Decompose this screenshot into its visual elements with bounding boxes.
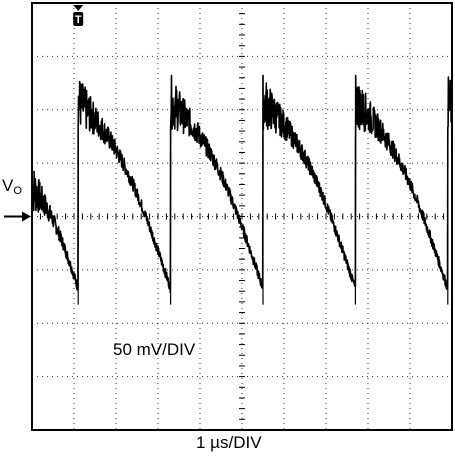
plot-frame	[31, 2, 453, 431]
vo-trace	[31, 74, 453, 294]
trigger-arrow-icon	[73, 5, 84, 11]
trigger-badge	[73, 12, 84, 26]
vertical-scale-label: 50 mV/DIV	[113, 340, 196, 359]
trace-layer	[31, 74, 453, 305]
horizontal-scale-label: 1 µs/DIV	[196, 433, 262, 452]
vo-channel-label: VO	[2, 176, 22, 197]
trigger-label: T	[75, 14, 82, 26]
markers: T	[4, 5, 84, 222]
grid	[31, 2, 453, 431]
ground-level-arrow-icon	[22, 211, 31, 222]
